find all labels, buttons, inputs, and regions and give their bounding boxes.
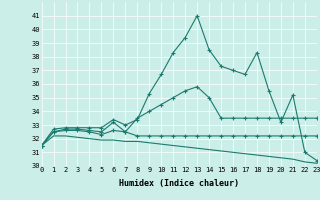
X-axis label: Humidex (Indice chaleur): Humidex (Indice chaleur) [119, 179, 239, 188]
